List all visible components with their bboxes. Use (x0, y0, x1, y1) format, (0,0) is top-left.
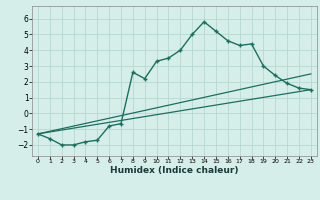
X-axis label: Humidex (Indice chaleur): Humidex (Indice chaleur) (110, 166, 239, 175)
